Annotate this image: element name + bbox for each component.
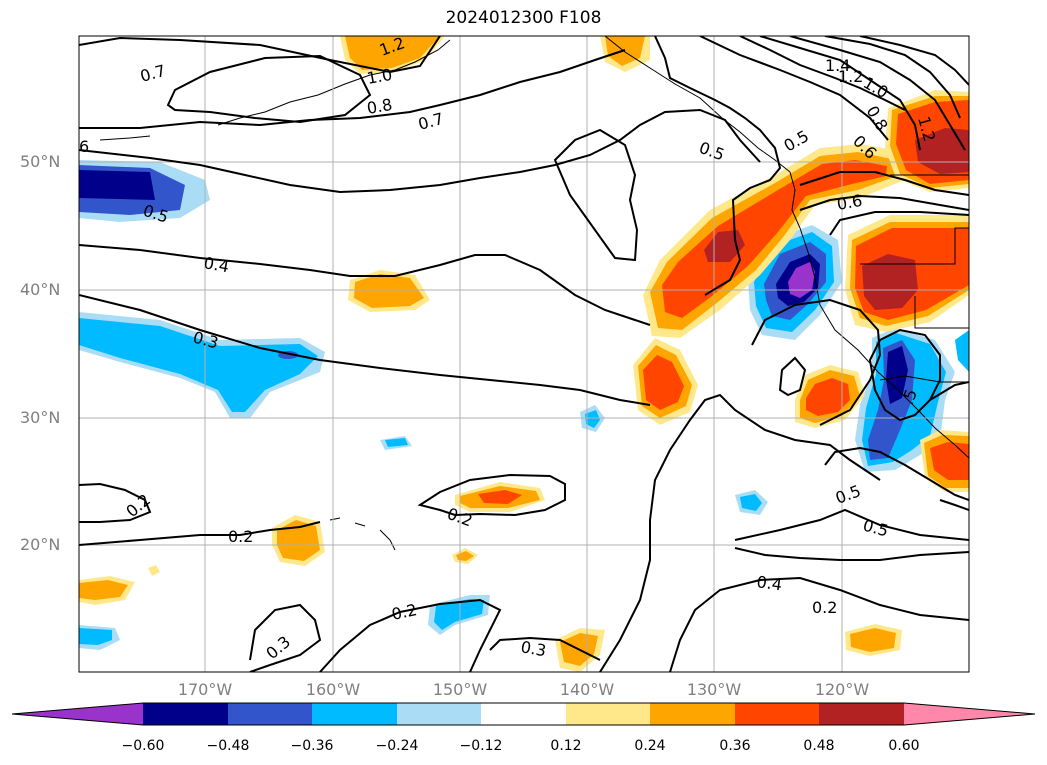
contour-label: 1.4 bbox=[825, 56, 850, 75]
longitude-label: 160°W bbox=[305, 680, 361, 699]
contour-label: 1.2 bbox=[377, 33, 407, 60]
contour-label: .5 bbox=[898, 387, 921, 408]
colorbar-segment bbox=[397, 703, 481, 725]
longitude-label: 120°W bbox=[814, 680, 870, 699]
grid-lines bbox=[79, 36, 969, 672]
latitude-label: 20°N bbox=[20, 535, 61, 554]
longitude-label: 150°W bbox=[432, 680, 488, 699]
colorbar-extend-low bbox=[12, 703, 143, 725]
contour-label: 0.4 bbox=[202, 253, 230, 276]
colorbar-tick-label: 0.60 bbox=[888, 738, 920, 754]
colorbar-tick-label: 0.24 bbox=[634, 738, 666, 754]
colorbar-segment bbox=[481, 703, 566, 725]
colorbar-segment bbox=[735, 703, 819, 725]
contour-label: 0.2 bbox=[812, 598, 837, 617]
colorbar-tick-label: −0.12 bbox=[459, 738, 503, 754]
colorbar-segment bbox=[143, 703, 228, 725]
contour-label: 1.2 bbox=[838, 67, 863, 86]
colorbar-tick-label: −0.36 bbox=[290, 738, 334, 754]
colorbar-extend-high bbox=[904, 703, 1035, 725]
contour-label: 0.3 bbox=[519, 637, 547, 660]
contour-lines bbox=[79, 36, 969, 672]
colorbar-tick-label: 0.12 bbox=[550, 738, 582, 754]
latitude-label: 30°N bbox=[20, 408, 61, 427]
colorbar-tick-label: −0.60 bbox=[121, 738, 165, 754]
longitude-label: 130°W bbox=[686, 680, 742, 699]
latitude-label: 50°N bbox=[20, 152, 61, 171]
contour-label: 0.4 bbox=[755, 572, 783, 594]
map-title: 2024012300 F108 bbox=[445, 8, 602, 28]
contour-label: 1.0 bbox=[365, 65, 393, 88]
colorbar-segment bbox=[819, 703, 904, 725]
colorbar-segment bbox=[312, 703, 397, 725]
colorbar-outline bbox=[11, 702, 1036, 726]
longitude-label: 140°W bbox=[559, 680, 615, 699]
contour-label: 0.2 bbox=[390, 600, 419, 624]
colorbar-tick-label: 0.48 bbox=[803, 738, 835, 754]
colorbar-tick-label: 0.36 bbox=[719, 738, 751, 754]
colorbar-tick-label: −0.24 bbox=[375, 738, 419, 754]
colorbar bbox=[11, 702, 1036, 726]
colorbar-segment bbox=[566, 703, 650, 725]
contour-label: 6 bbox=[79, 137, 89, 156]
colorbar-segment bbox=[650, 703, 735, 725]
map-frame bbox=[78, 35, 970, 673]
contour-label: 0.6 bbox=[835, 191, 863, 214]
contour-label: 0.2 bbox=[228, 527, 253, 546]
contour-label: 0.8 bbox=[365, 95, 393, 118]
latitude-label: 40°N bbox=[20, 280, 61, 299]
colorbar-tick-label: −0.48 bbox=[206, 738, 250, 754]
coastlines bbox=[99, 36, 969, 551]
longitude-label: 170°W bbox=[177, 680, 233, 699]
colorbar-segment bbox=[228, 703, 312, 725]
